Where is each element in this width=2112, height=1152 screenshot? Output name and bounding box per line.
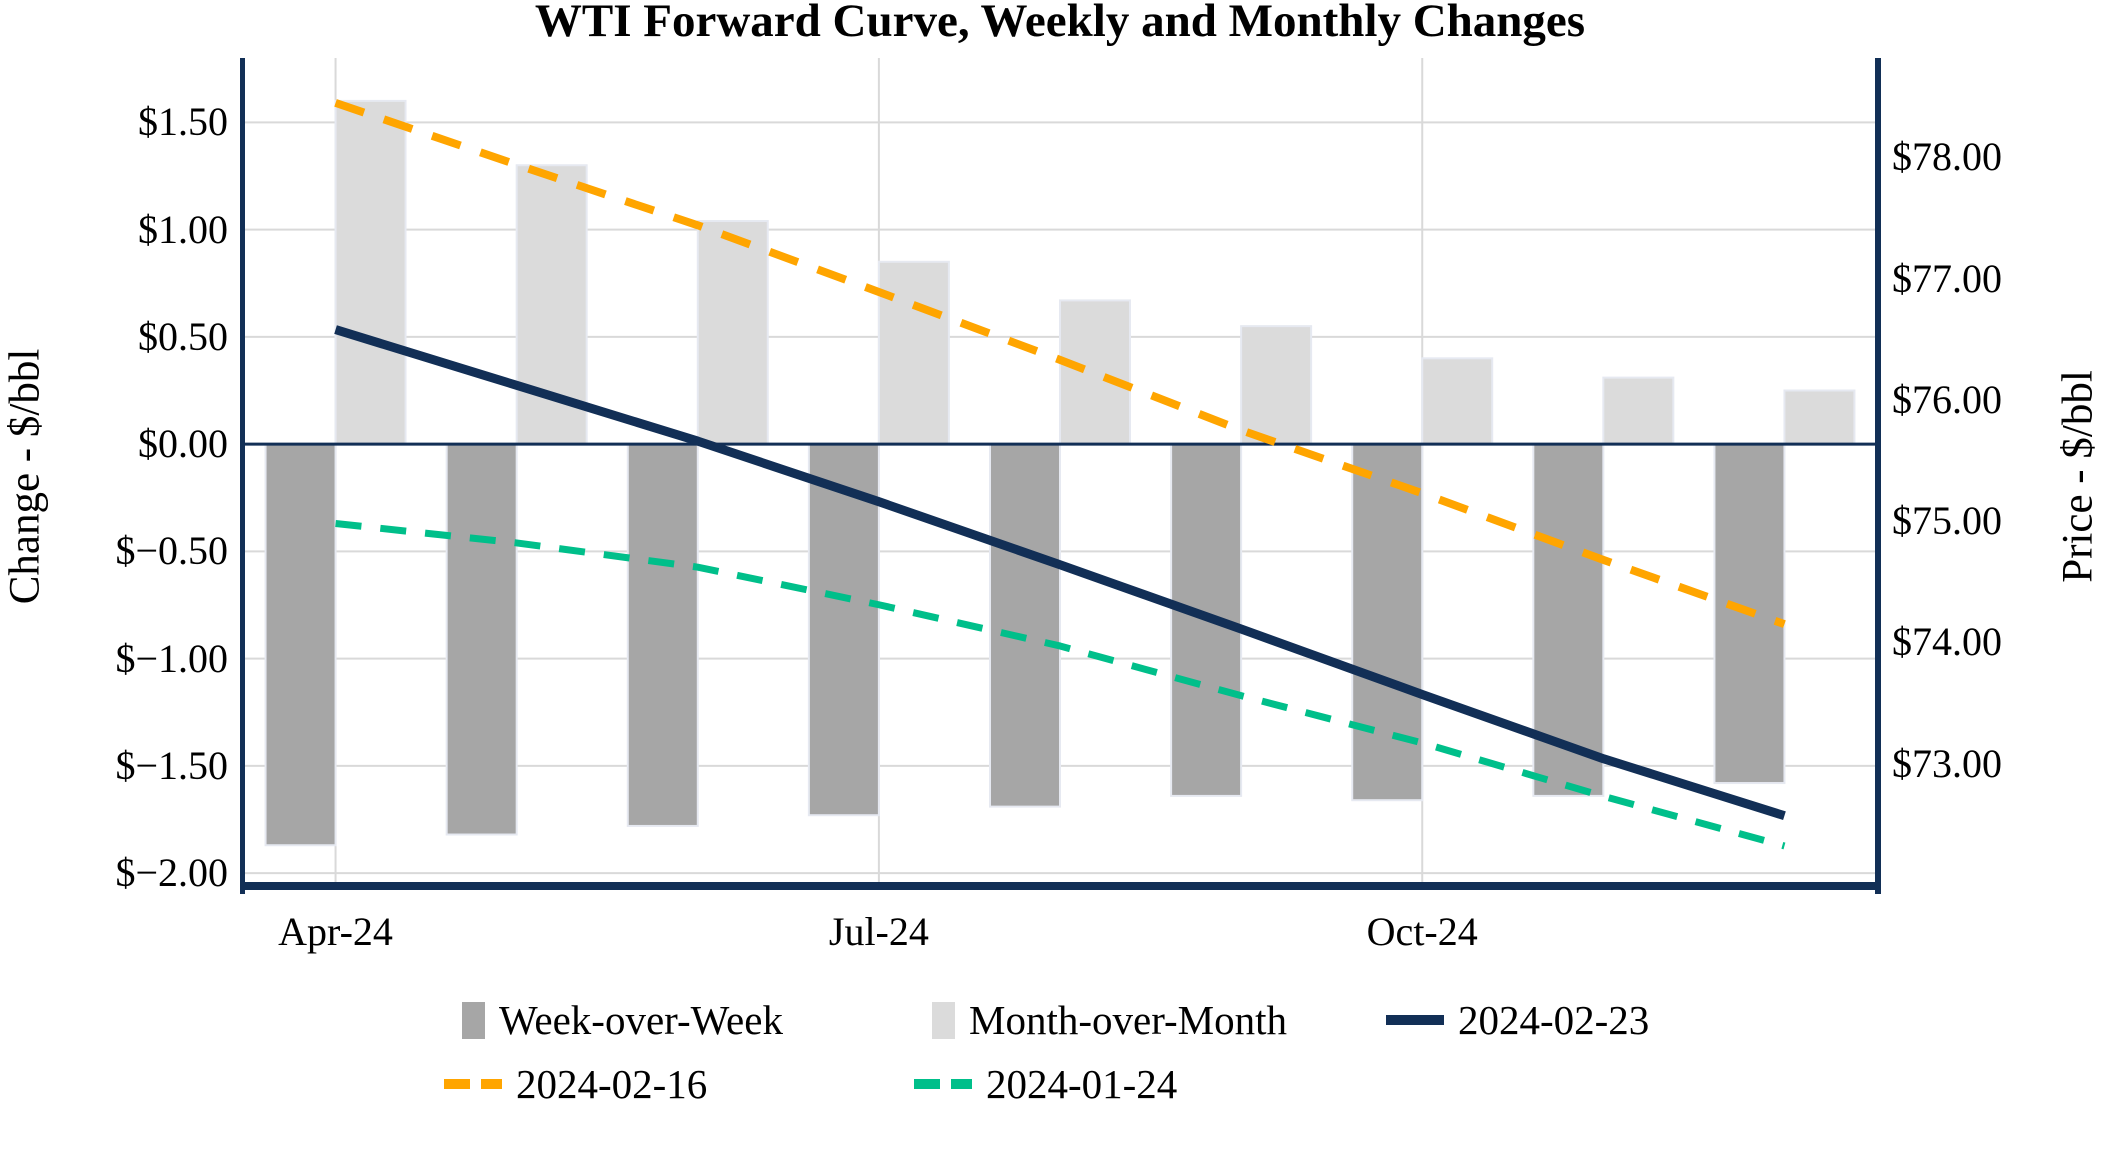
x-axis-tick-label: Jul-24 [828,909,929,954]
bar-week-over-week [989,443,1061,808]
left-axis-tick-label: $−2.00 [115,850,228,896]
bar-month-over-month [1421,357,1494,446]
left-axis-tick-label: $−1.50 [115,742,228,788]
right-axis-tick-label: $77.00 [1892,255,2002,301]
bar-week-over-week [626,443,699,827]
legend-line-swatch [1386,1015,1444,1025]
left-axis-tick-label: $1.00 [138,206,228,252]
left-spine [240,58,245,894]
left-axis-tick-label: $0.00 [138,421,228,467]
legend-bar-swatch [462,1001,485,1039]
legend-label: 2024-01-24 [986,1061,1178,1107]
left-axis-tick-label: $−1.00 [115,635,228,681]
legend-item: 2024-02-23 [1386,996,1649,1044]
left-axis-tick-label: $0.50 [138,313,228,359]
legend-item: 2024-01-24 [914,1060,1177,1108]
bar-week-over-week [445,443,518,836]
bar-week-over-week [264,443,337,847]
bar-month-over-month [877,260,950,446]
legend-label: Month-over-Month [969,997,1288,1043]
line-2024-02-23 [334,325,1786,820]
bar-week-over-week [1351,443,1424,802]
bar-month-over-month [334,99,407,446]
bar-month-over-month [1602,376,1675,446]
legend-bar-swatch [932,1001,955,1039]
legend-item: Week-over-Week [462,996,783,1044]
legend-item: 2024-02-16 [444,1060,707,1108]
right-axis-tick-label: $78.00 [1892,134,2002,180]
left-axis-tick-label: $1.50 [138,99,228,145]
bar-month-over-month [1059,299,1131,446]
chart-title: WTI Forward Curve, Weekly and Monthly Ch… [534,0,1586,47]
legend-label: 2024-02-16 [516,1061,708,1107]
right-axis-tick-label: $74.00 [1892,619,2002,665]
legend-dash-swatch [444,1079,502,1089]
bar-month-over-month [1240,325,1313,446]
right-axis-tick-label: $76.00 [1892,376,2002,422]
bar-week-over-week [807,443,880,817]
legend-dash-swatch [914,1079,972,1089]
x-axis-tick-label: Apr-24 [278,909,393,954]
line-2024-02-16 [334,99,1786,628]
line-2024-01-24 [335,520,1786,850]
right-axis-tick-label: $75.00 [1892,498,2002,544]
legend-label: Week-over-Week [499,997,783,1043]
bar-month-over-month [1783,389,1856,446]
bar-month-over-month [696,220,769,446]
x-axis-tick-label: Oct-24 [1366,909,1478,954]
legend-item: Month-over-Month [932,996,1287,1044]
legend-label: 2024-02-23 [1458,997,1650,1043]
bottom-spine [240,882,1881,890]
left-axis-tick-label: $−0.50 [115,528,228,574]
right-spine [1875,58,1881,894]
right-axis-tick-label: $73.00 [1892,740,2002,786]
